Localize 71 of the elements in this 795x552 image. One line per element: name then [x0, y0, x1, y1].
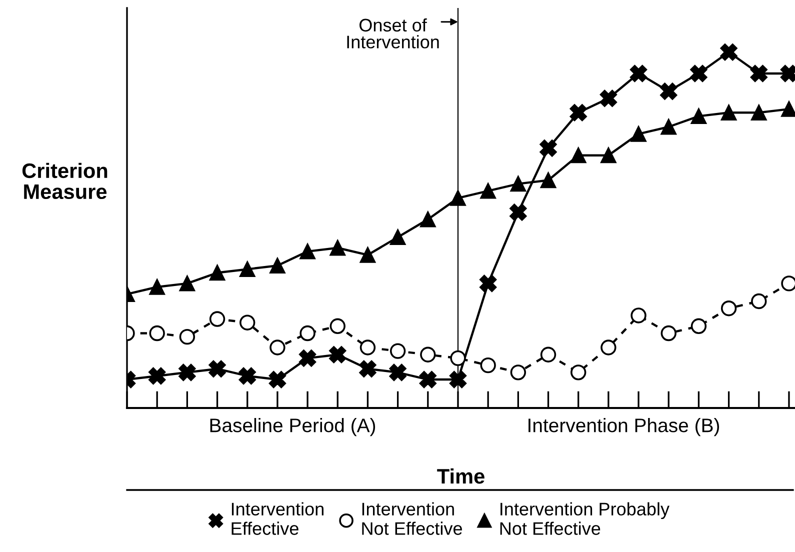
point	[360, 247, 376, 263]
point	[690, 318, 707, 334]
point	[300, 244, 316, 260]
point	[240, 261, 256, 278]
point	[510, 364, 526, 380]
point	[660, 119, 676, 135]
point	[450, 350, 466, 366]
point	[300, 325, 316, 342]
point	[209, 311, 226, 327]
point	[510, 176, 526, 192]
point	[270, 258, 286, 274]
point	[240, 314, 256, 330]
point	[420, 212, 436, 228]
point	[480, 274, 497, 292]
point	[298, 350, 316, 367]
y-axis-title: Criterion Measure	[22, 162, 108, 200]
point	[720, 44, 738, 61]
point	[149, 325, 165, 342]
point	[419, 370, 436, 388]
point	[390, 343, 406, 359]
point	[208, 360, 226, 378]
point	[630, 64, 648, 82]
point	[690, 64, 708, 82]
legend-label: Intervention Effective	[232, 502, 324, 535]
point	[238, 367, 256, 385]
point	[330, 318, 346, 334]
point	[510, 204, 527, 221]
point	[630, 126, 646, 142]
point	[540, 172, 556, 188]
point	[570, 364, 586, 380]
point	[540, 140, 557, 157]
point	[148, 367, 166, 385]
point	[359, 360, 376, 378]
point	[389, 364, 406, 381]
point	[360, 340, 376, 356]
point	[720, 300, 737, 316]
point	[178, 364, 196, 381]
text: Intervention Phase (B)	[528, 418, 720, 436]
point	[449, 370, 467, 388]
point	[330, 240, 346, 256]
legend-label: Intervention Probably Not Effective	[500, 502, 670, 535]
x-axis-title: Time	[437, 468, 484, 484]
point	[660, 82, 678, 100]
point	[390, 229, 406, 246]
point	[329, 346, 346, 364]
point	[751, 293, 767, 310]
point	[149, 279, 165, 295]
point	[690, 108, 707, 124]
point	[600, 90, 617, 107]
point	[179, 276, 196, 292]
point	[600, 147, 616, 164]
point	[480, 357, 496, 374]
point	[179, 328, 196, 345]
point	[751, 104, 767, 120]
point	[209, 264, 226, 281]
point	[570, 104, 587, 122]
legend-label: Intervention Not Effective	[362, 502, 462, 535]
point	[570, 147, 586, 164]
point	[268, 370, 286, 388]
point	[660, 325, 676, 342]
point	[600, 340, 616, 356]
text: Baseline Period (A)	[210, 418, 376, 436]
point	[720, 104, 737, 120]
point	[630, 308, 646, 324]
point	[540, 346, 556, 362]
point	[450, 190, 466, 206]
point	[480, 183, 496, 199]
point	[270, 340, 286, 356]
text: Onset of Intervention	[347, 18, 439, 48]
point	[750, 64, 768, 82]
point	[420, 346, 436, 362]
